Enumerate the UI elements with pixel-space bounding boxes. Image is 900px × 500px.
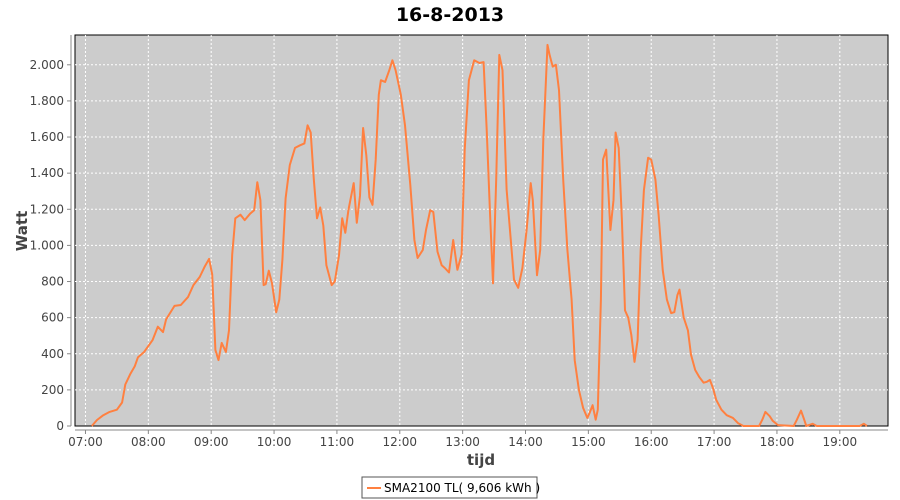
y-tick-label: 1.400 — [30, 166, 64, 180]
y-tick-label: 1.600 — [30, 130, 64, 144]
x-ticks: 07:00 08:00 09:00 10:00 11:00 12:00 13:00 14:00… — [68, 430, 857, 449]
x-tick-label: 10:00 — [257, 435, 292, 449]
x-tick-label: 14:00 — [508, 435, 543, 449]
legend-box — [361, 476, 538, 499]
legend-label: SMA2100 TL( 9,606 kWh ) — [384, 481, 540, 495]
chart-title: 16-8-2013 — [396, 4, 504, 26]
x-axis-label: tijd — [467, 451, 495, 469]
legend: SMA2100 TL( 9,606 kWh ) — [361, 476, 540, 499]
y-tick-label: 1.800 — [30, 94, 64, 108]
x-tick-label: 18:00 — [760, 435, 795, 449]
x-tick-label: 07:00 — [68, 435, 103, 449]
x-tick-label: 08:00 — [131, 435, 166, 449]
grid — [75, 35, 888, 426]
x-tick-label: 17:00 — [697, 435, 732, 449]
y-tick-label: 200 — [41, 383, 64, 397]
series-line — [91, 43, 868, 427]
y-axis-label: Watt — [13, 211, 31, 251]
plot-area — [74, 34, 889, 427]
x-tick-label: 12:00 — [382, 435, 417, 449]
x-tick-label: 16:00 — [634, 435, 669, 449]
y-tick-label: 1.000 — [30, 238, 64, 252]
y-tick-label: 800 — [41, 275, 64, 289]
y-ticks: 0 200 400 600 800 1.000 1.200 1.400 1.600 1.800 2.… — [30, 58, 71, 433]
x-tick-label: 13:00 — [445, 435, 480, 449]
x-tick-label: 19:00 — [823, 435, 858, 449]
y-tick-label: 400 — [41, 347, 64, 361]
y-tick-label: 2.000 — [30, 58, 64, 72]
y-tick-label: 1.200 — [30, 202, 64, 216]
x-tick-label: 11:00 — [320, 435, 355, 449]
x-tick-label: 09:00 — [194, 435, 229, 449]
x-tick-label: 15:00 — [571, 435, 606, 449]
y-tick-label: 600 — [41, 311, 64, 325]
y-tick-label: 0 — [56, 419, 64, 433]
